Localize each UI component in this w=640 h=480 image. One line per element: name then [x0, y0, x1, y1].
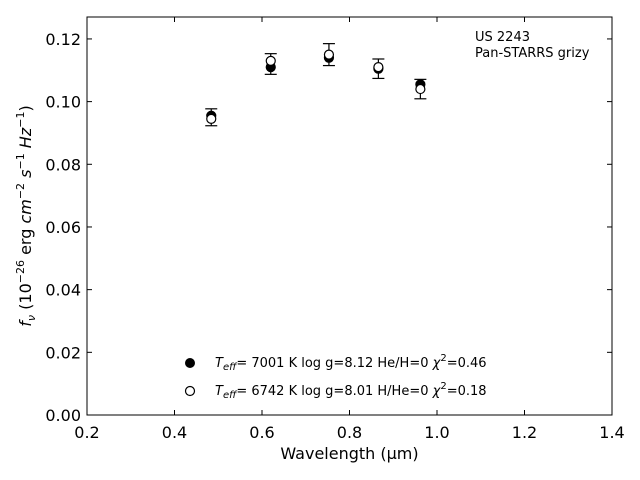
legend-entry-2: Teff= 6742 K log g=8.01 H/He=0 χ2=0.18: [215, 381, 487, 401]
legend-entry-1: Teff= 7001 K log g=8.12 He/H=0 χ2=0.46: [215, 353, 487, 373]
x-tick-label: 0.6: [249, 423, 274, 442]
data-point-open: [323, 49, 335, 60]
y-axis-label: fν (10−26 erg cm−2 s−1 Hz−1): [14, 105, 38, 326]
errorbar-group: [205, 43, 427, 127]
point-group: [206, 49, 426, 124]
y-tick-label: 0.04: [45, 281, 81, 300]
data-point-open: [373, 62, 384, 73]
x-tick-label: 0.2: [74, 423, 99, 442]
annotation-object: US 2243: [475, 30, 530, 45]
legend: Teff= 7001 K log g=8.12 He/H=0 χ2=0.46 T…: [184, 353, 487, 401]
x-tick-label: 1.0: [424, 423, 449, 442]
legend-marker-open: [184, 385, 196, 397]
y-tick-label: 0.10: [45, 93, 81, 112]
annotation-survey: Pan-STARRS grizy: [475, 46, 590, 61]
y-tick-label: 0.02: [45, 343, 81, 362]
x-tick-label: 1.4: [599, 423, 624, 442]
data-point-open: [265, 55, 276, 66]
x-tick-label: 0.4: [162, 423, 187, 442]
data-point-open: [415, 83, 426, 95]
data-point-open: [206, 113, 217, 124]
tick-group: 0.2 0.4 0.6 0.8 1.0 1.2 1.4 0.00 0.02 0.04 0.06 0.0…: [45, 17, 625, 442]
y-tick-label: 0.08: [45, 155, 81, 174]
y-tick-label: 0.06: [45, 218, 81, 237]
x-tick-label: 1.2: [512, 423, 537, 442]
y-tick-label: 0.00: [45, 406, 81, 425]
y-tick-label: 0.12: [45, 30, 81, 49]
x-axis-label: Wavelength (μm): [280, 444, 418, 463]
x-tick-label: 0.8: [337, 423, 362, 442]
legend-marker-filled: [185, 358, 195, 368]
